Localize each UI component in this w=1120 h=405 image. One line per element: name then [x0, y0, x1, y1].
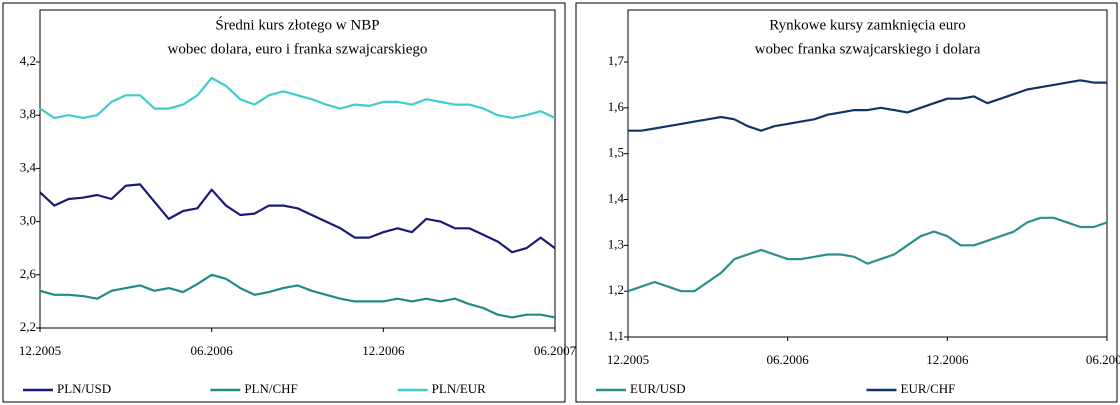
y-tick-label: 2,6 — [20, 266, 37, 281]
chart-title: Rynkowe kursy zamknięcia euro — [769, 17, 965, 33]
y-tick-label: 4,2 — [20, 53, 36, 68]
legend-label: PLN/EUR — [432, 381, 487, 396]
series-line — [628, 79, 1107, 132]
y-tick-label: 1,7 — [608, 53, 625, 68]
legend-label: EUR/CHF — [901, 381, 956, 396]
x-tick-label: 12.2005 — [19, 343, 61, 358]
plot-frame — [39, 9, 556, 329]
y-tick-label: 1,1 — [608, 328, 624, 343]
x-tick-label: 06.2006 — [767, 352, 810, 367]
y-tick-label: 1,3 — [608, 236, 624, 251]
series-line — [627, 216, 1108, 293]
chart-title: Średni kurs złotego w NBP — [215, 16, 379, 33]
x-tick-label: 06.2006 — [191, 343, 234, 358]
y-tick-label: 1,4 — [608, 190, 625, 205]
legend-label: PLN/CHF — [244, 381, 297, 396]
x-tick-label: 12.2005 — [607, 352, 649, 367]
y-tick-label: 2,2 — [20, 319, 36, 334]
y-tick-label: 1,5 — [608, 145, 624, 160]
plot-frame — [627, 9, 1108, 338]
chart-subtitle: wobec franka szwajcarskiego i dolara — [755, 41, 981, 57]
y-tick-label: 3,0 — [20, 213, 36, 228]
series-line — [39, 183, 556, 254]
series-line — [39, 76, 556, 119]
x-tick-label: 12.2006 — [926, 352, 969, 367]
panel-border — [2, 2, 566, 403]
legend-label: EUR/USD — [630, 381, 686, 396]
legend-label: PLN/USD — [57, 381, 111, 396]
x-tick-label: 12.2006 — [362, 343, 405, 358]
y-tick-label: 3,4 — [20, 159, 37, 174]
x-tick-label: 06.2007 — [1086, 352, 1120, 367]
y-tick-label: 3,8 — [20, 106, 36, 121]
x-tick-label: 06.2007 — [534, 343, 577, 358]
y-tick-label: 1,2 — [608, 282, 624, 297]
y-tick-label: 1,6 — [608, 99, 625, 114]
chart-subtitle: wobec dolara, euro i franka szwajcarskie… — [168, 41, 428, 57]
panel-border — [575, 2, 1118, 403]
series-line — [39, 273, 556, 319]
